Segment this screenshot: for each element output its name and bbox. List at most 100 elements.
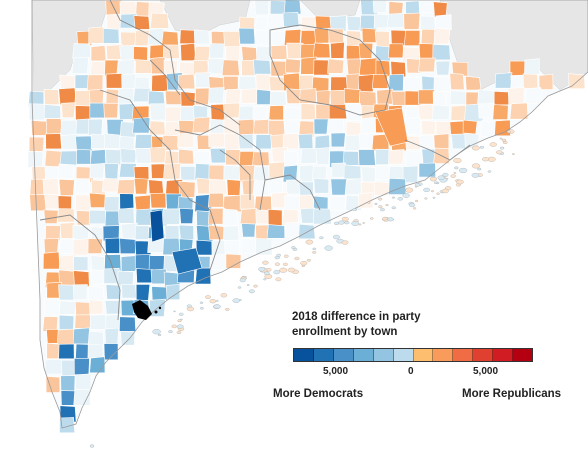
town-cell	[298, 223, 316, 240]
island	[276, 253, 281, 257]
town-cell	[361, 166, 377, 183]
town-cell	[164, 90, 183, 105]
town-cell	[346, 15, 362, 31]
town-cell	[313, 177, 330, 194]
town-cell	[358, 57, 378, 76]
island	[263, 278, 267, 281]
town-cell	[268, 177, 284, 194]
town-cell	[432, 44, 451, 61]
town-cell	[387, 43, 405, 59]
county-border	[39, 214, 121, 321]
town-cell	[345, 73, 360, 91]
town-cell	[329, 196, 346, 211]
town-cell	[223, 75, 239, 91]
island	[237, 286, 242, 289]
county-border	[99, 89, 221, 271]
town-cell	[418, 0, 436, 13]
legend-swatch	[333, 349, 354, 361]
island	[387, 217, 394, 222]
town-cell	[298, 120, 315, 138]
town-cell	[118, 207, 135, 224]
town-cell	[241, 46, 258, 62]
town-cell	[133, 177, 149, 195]
town-cell	[371, 73, 389, 89]
island	[284, 254, 289, 258]
town-cell	[465, 75, 482, 91]
town-cell	[224, 133, 240, 150]
town-cell	[45, 225, 61, 241]
island	[489, 142, 497, 147]
town-cell	[134, 148, 153, 164]
island	[453, 158, 462, 163]
town-cell	[88, 299, 104, 315]
town-cell	[313, 195, 329, 211]
town-cell	[343, 164, 362, 180]
town-cell	[43, 298, 60, 316]
town-cell	[72, 43, 91, 59]
town-cell	[89, 149, 107, 165]
island	[496, 150, 503, 155]
island	[385, 204, 389, 207]
town-cell	[29, 194, 47, 212]
county-borders	[31, 0, 588, 429]
legend-label-republicans: More Republicans	[462, 388, 562, 400]
town-cell	[358, 149, 376, 166]
town-cell	[45, 118, 63, 135]
county-border	[264, 174, 321, 211]
town-cell	[223, 30, 241, 48]
town-cell	[135, 208, 153, 226]
town-cell	[343, 88, 361, 104]
island	[152, 329, 161, 335]
town-cell	[43, 104, 62, 119]
town-cell	[180, 91, 196, 107]
town-cell	[403, 12, 421, 30]
town-cell	[61, 102, 76, 118]
town-cell	[74, 314, 92, 329]
town-cell	[132, 87, 151, 103]
town-cell	[105, 73, 124, 89]
town-cell	[345, 121, 362, 136]
town-cell	[209, 147, 227, 164]
town-cell	[208, 178, 228, 195]
town-cell	[329, 15, 347, 32]
town-cell	[386, 12, 406, 29]
town-cell	[237, 118, 255, 135]
town-cell	[43, 209, 59, 224]
island	[215, 299, 219, 302]
town-cell	[315, 103, 331, 120]
legend-swatch	[473, 349, 494, 361]
town-cell	[58, 300, 77, 315]
town-cell	[57, 163, 75, 179]
town-cell	[195, 72, 212, 88]
town-cell	[359, 90, 377, 107]
gray-region	[159, 0, 251, 36]
town-cell	[312, 208, 332, 225]
island	[397, 197, 404, 201]
island	[499, 137, 503, 140]
town-cell	[417, 89, 435, 105]
town-cell	[90, 254, 105, 273]
town-cell	[75, 135, 93, 152]
county-border	[109, 0, 241, 126]
island	[279, 267, 288, 273]
town-cell	[390, 29, 407, 46]
island	[441, 188, 449, 194]
town-cell	[119, 316, 137, 332]
legend-title-line1: 2018 difference in party	[292, 311, 421, 323]
island	[178, 312, 184, 316]
town-cell	[254, 29, 271, 46]
town-cell	[103, 133, 122, 149]
town-cell	[101, 177, 121, 193]
town-cell	[151, 74, 168, 92]
island	[442, 172, 449, 177]
island	[437, 175, 445, 180]
town-cell	[58, 284, 75, 301]
town-cell	[59, 150, 80, 166]
island	[287, 267, 295, 273]
town-cell	[147, 27, 164, 46]
legend-title: 2018 difference in party enrollment by t…	[292, 310, 492, 340]
town-cell	[179, 165, 196, 181]
town-cell	[179, 207, 194, 224]
town-cell	[221, 59, 240, 76]
town-cell	[252, 180, 271, 196]
